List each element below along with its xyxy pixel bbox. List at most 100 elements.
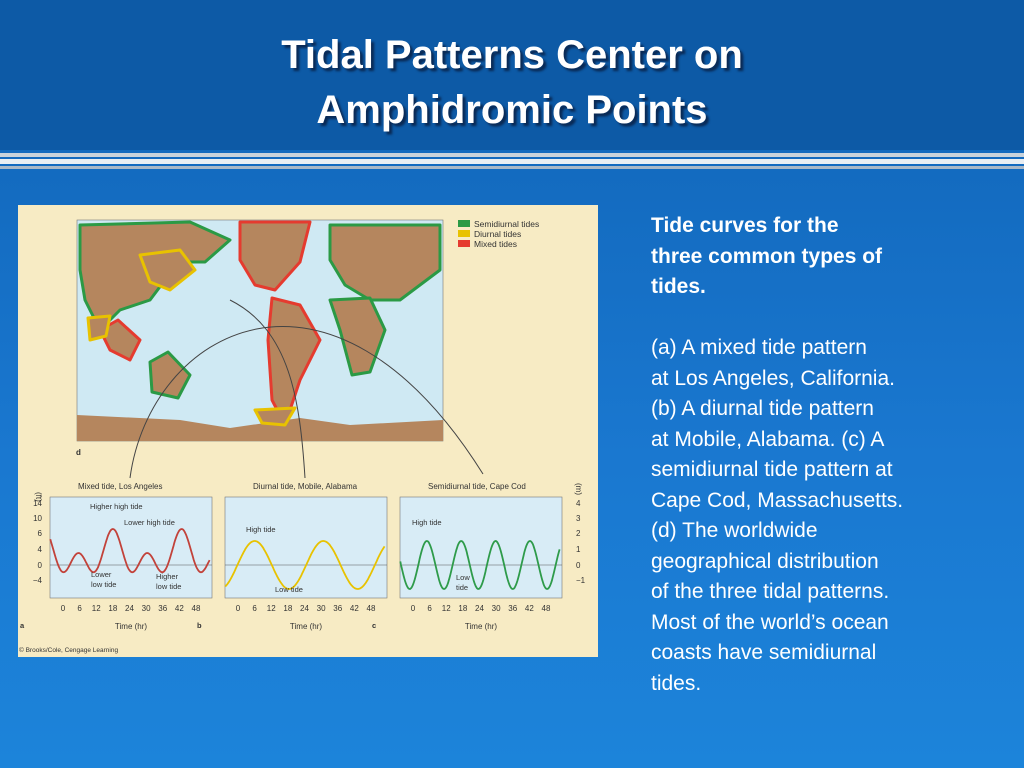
figure-text: c bbox=[372, 621, 376, 630]
figure-text: 36 bbox=[333, 604, 342, 613]
figure-text: 6 bbox=[427, 604, 432, 613]
figure-text: 18 bbox=[108, 604, 117, 613]
spacer bbox=[651, 303, 903, 334]
divider bbox=[0, 166, 1024, 169]
caption-line: at Mobile, Alabama. (c) A bbox=[651, 427, 885, 451]
figure-text: Diurnal tides bbox=[474, 229, 521, 239]
tide-panel bbox=[399, 496, 563, 599]
caption-line: semidiurnal tide pattern at bbox=[651, 458, 893, 481]
figure-text: Time (hr) bbox=[115, 622, 147, 631]
figure-text: −4 bbox=[33, 576, 43, 585]
figure-text: Mixed tide, Los Angeles bbox=[78, 482, 163, 491]
figure-text: Semidiurnal tides bbox=[474, 219, 539, 229]
caption-line: at Los Angeles, California. bbox=[651, 366, 895, 390]
legend-swatch bbox=[458, 230, 470, 237]
figure-text: low tide bbox=[91, 580, 116, 589]
figure-text: Time (hr) bbox=[465, 622, 497, 631]
figure-text: 4 bbox=[38, 545, 43, 554]
figure-text: 24 bbox=[125, 604, 134, 613]
figure-text: 12 bbox=[92, 604, 101, 613]
figure-text: Low bbox=[456, 573, 470, 582]
caption-line: (a) A mixed tide pattern bbox=[651, 336, 867, 359]
figure-text: 6 bbox=[252, 604, 257, 613]
figure-text: low tide bbox=[156, 582, 181, 591]
arrow bbox=[229, 299, 306, 479]
caption-line: (b) A diurnal tide pattern bbox=[651, 397, 874, 420]
header: Tidal Patterns Center on Amphidromic Poi… bbox=[0, 0, 1024, 150]
figure-text: 0 bbox=[38, 561, 43, 570]
caption-line: coasts have semidiurnal bbox=[651, 641, 877, 664]
continents bbox=[77, 220, 443, 441]
figure-text: (m) bbox=[574, 483, 583, 495]
figure-text: Higher high tide bbox=[90, 502, 143, 511]
figure-text: 18 bbox=[458, 604, 467, 613]
figure-text: 12 bbox=[267, 604, 276, 613]
figure-text: (ft) bbox=[34, 492, 43, 502]
figure-text: a bbox=[20, 621, 25, 630]
divider bbox=[0, 159, 1024, 164]
figure-text: Lower high tide bbox=[124, 518, 175, 527]
figure-text: 0 bbox=[411, 604, 416, 613]
divider bbox=[0, 153, 1024, 157]
figure-text: 24 bbox=[300, 604, 309, 613]
figure-text: 48 bbox=[367, 604, 376, 613]
figure-text: Higher bbox=[156, 572, 179, 581]
tide-curve bbox=[49, 528, 211, 574]
figure-text: 36 bbox=[158, 604, 167, 613]
figure-text: −1 bbox=[576, 576, 586, 585]
figure-text: Lower bbox=[91, 570, 112, 579]
caption-line: geographical distribution bbox=[651, 549, 879, 573]
figure-text: 0 bbox=[236, 604, 241, 613]
figure-text: Semidiurnal tide, Cape Cod bbox=[428, 482, 526, 491]
figure-text: Mixed tides bbox=[474, 239, 517, 249]
figure-text: 24 bbox=[475, 604, 484, 613]
figure-text: 0 bbox=[576, 561, 581, 570]
figure-text: 14 bbox=[33, 499, 42, 508]
tide-panel bbox=[224, 496, 388, 599]
figure-text: Time (hr) bbox=[290, 622, 322, 631]
figure-text: 48 bbox=[542, 604, 551, 613]
figure-text: 0 bbox=[61, 604, 66, 613]
figure-text: High tide bbox=[246, 525, 276, 534]
figure-text: 4 bbox=[576, 499, 581, 508]
title-line: Amphidromic Points bbox=[316, 88, 708, 132]
tide-curve bbox=[224, 540, 386, 590]
figure-text: tide bbox=[456, 583, 468, 592]
title-line: Tidal Patterns Center on bbox=[281, 33, 743, 77]
caption: Tide curves for the three common types of… bbox=[651, 211, 903, 699]
figure-text: © Brooks/Cole, Cengage Learning bbox=[19, 646, 118, 654]
caption-line: (d) The worldwide bbox=[651, 519, 818, 542]
caption-line: of the three tidal patterns. bbox=[651, 580, 890, 603]
legend-swatch bbox=[458, 220, 470, 227]
figure-text: 12 bbox=[442, 604, 451, 613]
caption-line: three common types of bbox=[651, 244, 883, 268]
caption-line: Cape Cod, Massachusetts. bbox=[651, 488, 904, 512]
figure-text: High tide bbox=[412, 518, 442, 527]
figure-text: 36 bbox=[508, 604, 517, 613]
caption-line: tides. bbox=[651, 671, 702, 695]
figure-text: 42 bbox=[525, 604, 534, 613]
arrow bbox=[129, 326, 484, 479]
figure-text: 42 bbox=[350, 604, 359, 613]
figure-text: 30 bbox=[492, 604, 501, 613]
tide-panel bbox=[49, 496, 213, 599]
figure-text: 18 bbox=[283, 604, 292, 613]
figure-text: d bbox=[76, 448, 81, 457]
tide-curve bbox=[399, 540, 561, 590]
caption-line: Tide curves for the bbox=[651, 214, 839, 237]
figure-text: 2 bbox=[576, 529, 581, 538]
caption-line: tides. bbox=[651, 275, 706, 298]
legend-swatch bbox=[458, 240, 470, 247]
figure-text: 30 bbox=[142, 604, 151, 613]
figure-text: 6 bbox=[38, 529, 43, 538]
caption-line: Most of the world’s ocean bbox=[651, 610, 889, 634]
figure-text: 30 bbox=[317, 604, 326, 613]
figure-text: Low tide bbox=[275, 585, 303, 594]
figure-text: 3 bbox=[576, 514, 581, 523]
figure-text: 10 bbox=[33, 514, 42, 523]
figure-text: 48 bbox=[192, 604, 201, 613]
figure-text: b bbox=[197, 621, 202, 630]
figure-text: Diurnal tide, Mobile, Alabama bbox=[253, 482, 358, 491]
